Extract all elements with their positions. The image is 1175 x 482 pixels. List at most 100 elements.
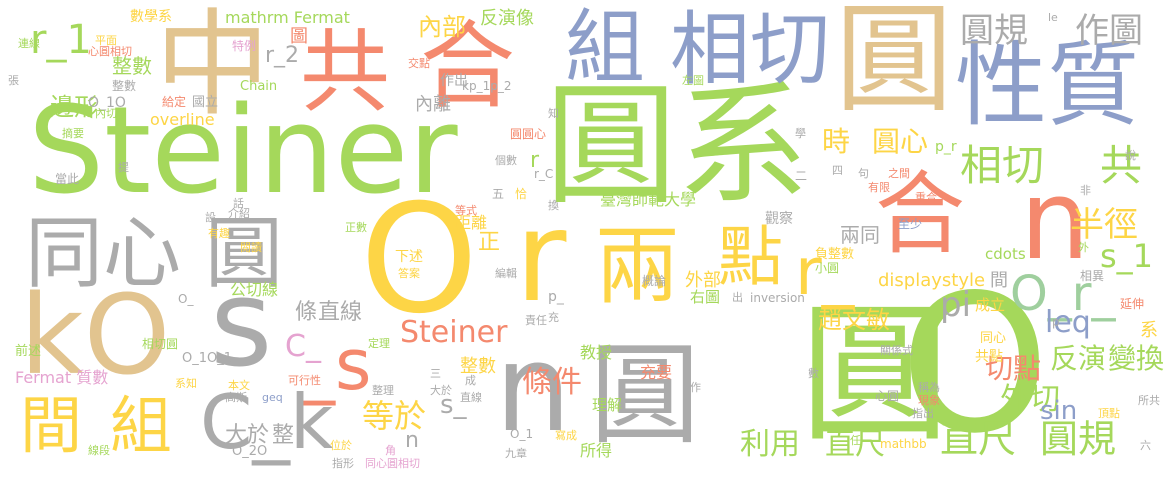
word-san: 三 bbox=[430, 367, 441, 380]
word-xianxiang: 現象 bbox=[918, 394, 940, 407]
word-yuedu: 閱讀 bbox=[240, 241, 262, 254]
word-yuanyuanxin: 圓圓心 bbox=[510, 127, 547, 141]
word-suode: 所得 bbox=[580, 441, 613, 460]
word-cheng: 成 bbox=[465, 374, 476, 387]
word-zhengshu-yellow: 整數 bbox=[460, 356, 496, 377]
word-qianshu: 前述 bbox=[15, 344, 42, 359]
word-zhixian-small: 直線 bbox=[460, 391, 482, 404]
word-si: 四 bbox=[832, 164, 843, 177]
word-zhaowenmin: 趙文敏 bbox=[818, 306, 890, 334]
word-kp-1p-2: kp_1p_2 bbox=[462, 79, 512, 93]
word-dayu: 大於 bbox=[225, 423, 270, 448]
word-teli: 特例 bbox=[232, 39, 257, 53]
word-bianji: 編輯 bbox=[495, 267, 517, 280]
word-s-1: s_1 bbox=[1100, 237, 1154, 275]
word-xiecheng: 寫成 bbox=[555, 429, 577, 442]
word-wu: 五 bbox=[492, 187, 505, 201]
word-gong-green: 共 bbox=[1100, 141, 1143, 190]
word-zeren: 責任 bbox=[525, 314, 547, 327]
word-c-k: C_k bbox=[200, 378, 334, 466]
word-youxian: 有限 bbox=[868, 181, 890, 194]
word-leq: leq bbox=[1045, 305, 1091, 340]
word-jiaodian: 交點 bbox=[408, 57, 430, 70]
word-shi: 時 bbox=[822, 125, 851, 158]
word-jiao: 角 bbox=[385, 444, 396, 457]
word-tongxin: 同心 bbox=[25, 209, 182, 299]
word-r-2: r_2 bbox=[265, 43, 300, 68]
word-geshu: 個數 bbox=[495, 154, 517, 167]
word-jiuzhang: 九章 bbox=[505, 447, 527, 460]
word-neibu: 內部 bbox=[418, 13, 466, 41]
word-daan: 答案 bbox=[398, 267, 420, 280]
word-overline: overline bbox=[150, 110, 215, 129]
word-zhixing: 指形 bbox=[332, 457, 354, 470]
word-fermat-zhishu: Fermat 質數 bbox=[15, 368, 109, 387]
word-zuo: 作 bbox=[690, 381, 701, 394]
word-waiqie: 外切 bbox=[1000, 382, 1060, 417]
word-bianxing: 邊形 bbox=[50, 93, 98, 121]
word-huan: 換 bbox=[548, 199, 559, 212]
word-ju: 句 bbox=[858, 167, 869, 180]
word-r-c: r_C bbox=[534, 167, 554, 181]
word-dayu-small: 大於 bbox=[430, 384, 452, 397]
word-yuangui: 圓規 bbox=[960, 11, 1028, 51]
word-n-gray: n bbox=[495, 320, 572, 459]
word-taiwan-normal: 臺灣師範大學 bbox=[600, 190, 697, 209]
word-mathrm-fermat: mathrm Fermat bbox=[225, 8, 350, 27]
word-weiyu: 位於 bbox=[330, 439, 352, 452]
word-mathbb: mathbb bbox=[880, 437, 927, 451]
word-gaosi: 高斯 bbox=[225, 391, 247, 404]
word-zu: 組 bbox=[565, 1, 645, 94]
word-tiaojian: 條件 bbox=[522, 365, 582, 400]
word-guanxishi: 關係式 bbox=[880, 344, 913, 357]
word-gailun: 概論 bbox=[642, 274, 667, 288]
word-zhichi-2: 直尺 bbox=[825, 427, 885, 462]
word-jian-gray: 間 bbox=[990, 270, 1008, 291]
word-geiding: 給定 bbox=[162, 95, 187, 109]
word-chu: 出 bbox=[732, 291, 743, 304]
word-er: 二 bbox=[795, 169, 808, 183]
word-neiqie: 內切 bbox=[95, 107, 117, 120]
word-guoli: 國立 bbox=[192, 95, 219, 110]
word-xinyuanxiangqie: 心圓相切 bbox=[88, 45, 132, 58]
word-p: p bbox=[1052, 315, 1060, 329]
word-liyong: 利用 bbox=[740, 427, 800, 462]
word-zhang: 張 bbox=[8, 74, 19, 87]
word-dengyu: 等於 bbox=[362, 397, 427, 435]
word-yuan-large: 圓 bbox=[800, 288, 951, 462]
word-she: 設 bbox=[205, 211, 216, 224]
word-tongxin-small: 同心 bbox=[980, 331, 1007, 346]
word-zhishao: 至少 bbox=[898, 217, 923, 231]
word-o-large: O bbox=[900, 254, 1050, 475]
word-shuxuexi: 數學系 bbox=[130, 9, 172, 25]
word-o-1o: O_1O bbox=[88, 95, 126, 111]
word-geq: geq bbox=[262, 391, 283, 404]
word-xiangqieyuan: 相切圓 bbox=[142, 337, 179, 351]
word-shuo: 說 bbox=[1125, 149, 1136, 162]
word-zheng: 整 bbox=[272, 423, 295, 448]
word-qiedian: 切點 bbox=[985, 352, 1042, 385]
word-yuan-tan: 圓 bbox=[835, 0, 954, 128]
word-tu: 圖 bbox=[290, 26, 308, 47]
word-inversion: inversion bbox=[750, 291, 805, 305]
word-yuan-gray: 圓 bbox=[205, 209, 284, 299]
word-steiner-orange: Steiner bbox=[400, 315, 508, 350]
word-zhong: 中 bbox=[155, 0, 271, 132]
word-zhengshu-green: 整數 bbox=[112, 54, 152, 78]
word-lijie: 理解 bbox=[592, 396, 623, 414]
word-yuan-bottom: 圓 bbox=[590, 331, 700, 459]
word-zhichi: 直尺 bbox=[940, 417, 1017, 461]
word-zhaiyao: 摘要 bbox=[62, 127, 84, 140]
word-pingmian: 平面 bbox=[95, 34, 117, 47]
word-qia: 恰 bbox=[515, 187, 528, 201]
word-waibu: 外部 bbox=[685, 270, 721, 291]
word-yanshen: 延伸 bbox=[1120, 297, 1145, 311]
word-xiangyi: 相異 bbox=[1080, 269, 1105, 283]
word-gongdian: 共點 bbox=[975, 349, 1003, 365]
word-n-small: n bbox=[405, 428, 419, 453]
word-xingzhi: 性質 bbox=[955, 32, 1140, 139]
word-s-underscore: s_ bbox=[440, 390, 467, 420]
word-chengli: 成立 bbox=[975, 296, 1006, 314]
word-ti: 提 bbox=[118, 161, 129, 174]
word-gongqiexian: 公切線 bbox=[230, 280, 279, 299]
